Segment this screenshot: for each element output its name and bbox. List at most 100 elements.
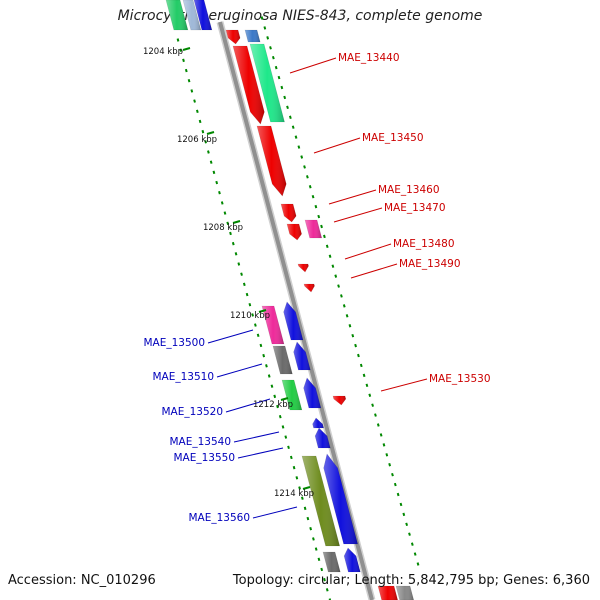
outer-track-dot [354, 343, 357, 348]
kbp-tick-label: 1214 kbp [274, 489, 314, 499]
forward-gene-label: MAE_13460 [378, 184, 440, 196]
gene-feature-mae-13500-blue-shade [283, 302, 303, 340]
outer-track-dot [260, 16, 264, 20]
inner-track-dot [270, 384, 274, 388]
outer-track-dot [402, 512, 406, 517]
gene-feature-steelblue-shade [245, 30, 261, 42]
gene-feature-mae-13500-pink-shade [262, 306, 284, 344]
outer-track-dot [266, 36, 270, 40]
inner-track-dot [259, 343, 263, 348]
forward-label-leader [344, 243, 392, 260]
gene-feature-red-small-top [225, 29, 241, 45]
outer-track-dot [351, 333, 355, 338]
gene-feature-mae-13530-shade [333, 396, 346, 405]
outer-track-dot [303, 165, 306, 169]
outer-track-dot [348, 324, 352, 328]
kbp-tick-label: 1210 kbp [230, 311, 270, 321]
inner-track-dot [278, 415, 282, 419]
gene-feature-mae-13440-red-shade [233, 46, 265, 124]
inner-track-dot [229, 231, 232, 236]
inner-track-dot [314, 547, 318, 551]
outer-track-dot [374, 413, 377, 417]
gene-feature-mae-13520-blue [303, 377, 322, 409]
gene-feature-mae-13490 [303, 283, 315, 293]
kbp-tick-mark [302, 486, 311, 490]
inner-track-dot [325, 588, 329, 592]
reverse-label-leader [252, 506, 298, 519]
outer-track-dot [408, 532, 411, 536]
reverse-gene-label: MAE_13510 [152, 371, 214, 383]
gene-feature-green-top [165, 0, 189, 31]
gene-feature-mae-13560-olive-shade [302, 456, 340, 546]
gene-feature-mae-13470-pink [304, 219, 323, 239]
forward-gene-label: MAE_13480 [393, 238, 455, 250]
outer-track-dot [263, 26, 267, 30]
reverse-gene-label: MAE_13520 [161, 406, 223, 418]
gene-feature-red-small-top-shade [226, 30, 241, 44]
outer-track-dot [359, 363, 363, 368]
gene-feature-red-bottom-shade [378, 586, 398, 600]
forward-gene-label: MAE_13470 [384, 202, 446, 214]
outer-track-dot [410, 542, 414, 546]
outer-track-dot [365, 383, 369, 388]
outer-track-dot [325, 244, 329, 249]
inner-track-dot [193, 99, 196, 103]
outer-track-dot [317, 214, 321, 219]
outer-track-dot [277, 75, 281, 80]
outer-track-dot [314, 204, 318, 209]
gene-feature-mae-13440-green-shade [250, 44, 285, 122]
gene-feature-blue-top-shade [194, 0, 212, 30]
outer-track-dot [300, 155, 304, 159]
outer-track-dot [320, 224, 323, 229]
outer-track-dot [382, 443, 386, 447]
inner-track-dot [309, 527, 313, 531]
gene-feature-mae-13450 [256, 125, 287, 197]
inner-track-dot [262, 353, 266, 358]
inner-track-dot [209, 160, 213, 164]
outer-track-dot [342, 304, 346, 308]
outer-track-dot [306, 175, 309, 179]
inner-track-dot [276, 404, 279, 409]
gene-feature-blue-bottom [343, 547, 361, 573]
gene-feature-mae-13550 [314, 427, 331, 449]
gene-feature-mae-13510-blue [293, 341, 311, 371]
gene-feature-mae-13470-red-shade [287, 224, 302, 240]
inner-track-dot [256, 333, 260, 337]
forward-label-leader [380, 378, 428, 392]
inner-track-dot [176, 38, 180, 42]
reverse-label-leader [225, 398, 271, 413]
gene-feature-mae-13500-pink [261, 305, 285, 345]
forward-label-leader [289, 57, 337, 74]
inner-track-dot [201, 129, 205, 134]
gene-feature-grey-bottom [322, 551, 341, 573]
gene-feature-steelblue [244, 29, 261, 43]
outer-track-dot [396, 492, 400, 497]
reverse-gene-label: MAE_13500 [143, 337, 205, 349]
label-leaders [207, 57, 428, 519]
inner-track-dot [312, 537, 315, 541]
inner-track-dot [251, 313, 254, 317]
outer-track-dot [286, 105, 289, 110]
outer-track-dot [368, 393, 372, 397]
gene-feature-mae-13480-shade [298, 264, 309, 272]
reverse-gene-label: MAE_13550 [173, 452, 235, 464]
gene-feature-grey-bottom2 [395, 585, 414, 600]
forward-gene-label: MAE_13490 [399, 258, 461, 270]
inner-track-dot [292, 465, 296, 470]
inner-track-dot [223, 211, 227, 215]
forward-label-leader [350, 263, 398, 279]
inner-track-dot [184, 68, 188, 73]
gene-labels: MAE_13440 MAE_13450 MAE_13460 MAE_13470 MAE_… [143, 52, 490, 524]
gene-feature-mae-13510-grey [272, 345, 293, 375]
forward-gene-label: MAE_13440 [338, 52, 400, 64]
inner-track-dot [237, 262, 241, 266]
outer-track-dot [331, 264, 335, 268]
outer-track-dot [308, 185, 312, 189]
outer-track-dot [399, 502, 403, 507]
inner-track-dot [198, 119, 202, 124]
kbp-tick-mark [258, 309, 267, 313]
inner-track-dot [303, 506, 307, 511]
forward-gene-label: MAE_13530 [429, 373, 491, 385]
kbp-tick-label: 1208 kbp [203, 223, 243, 233]
kbp-tick-mark [280, 397, 289, 401]
